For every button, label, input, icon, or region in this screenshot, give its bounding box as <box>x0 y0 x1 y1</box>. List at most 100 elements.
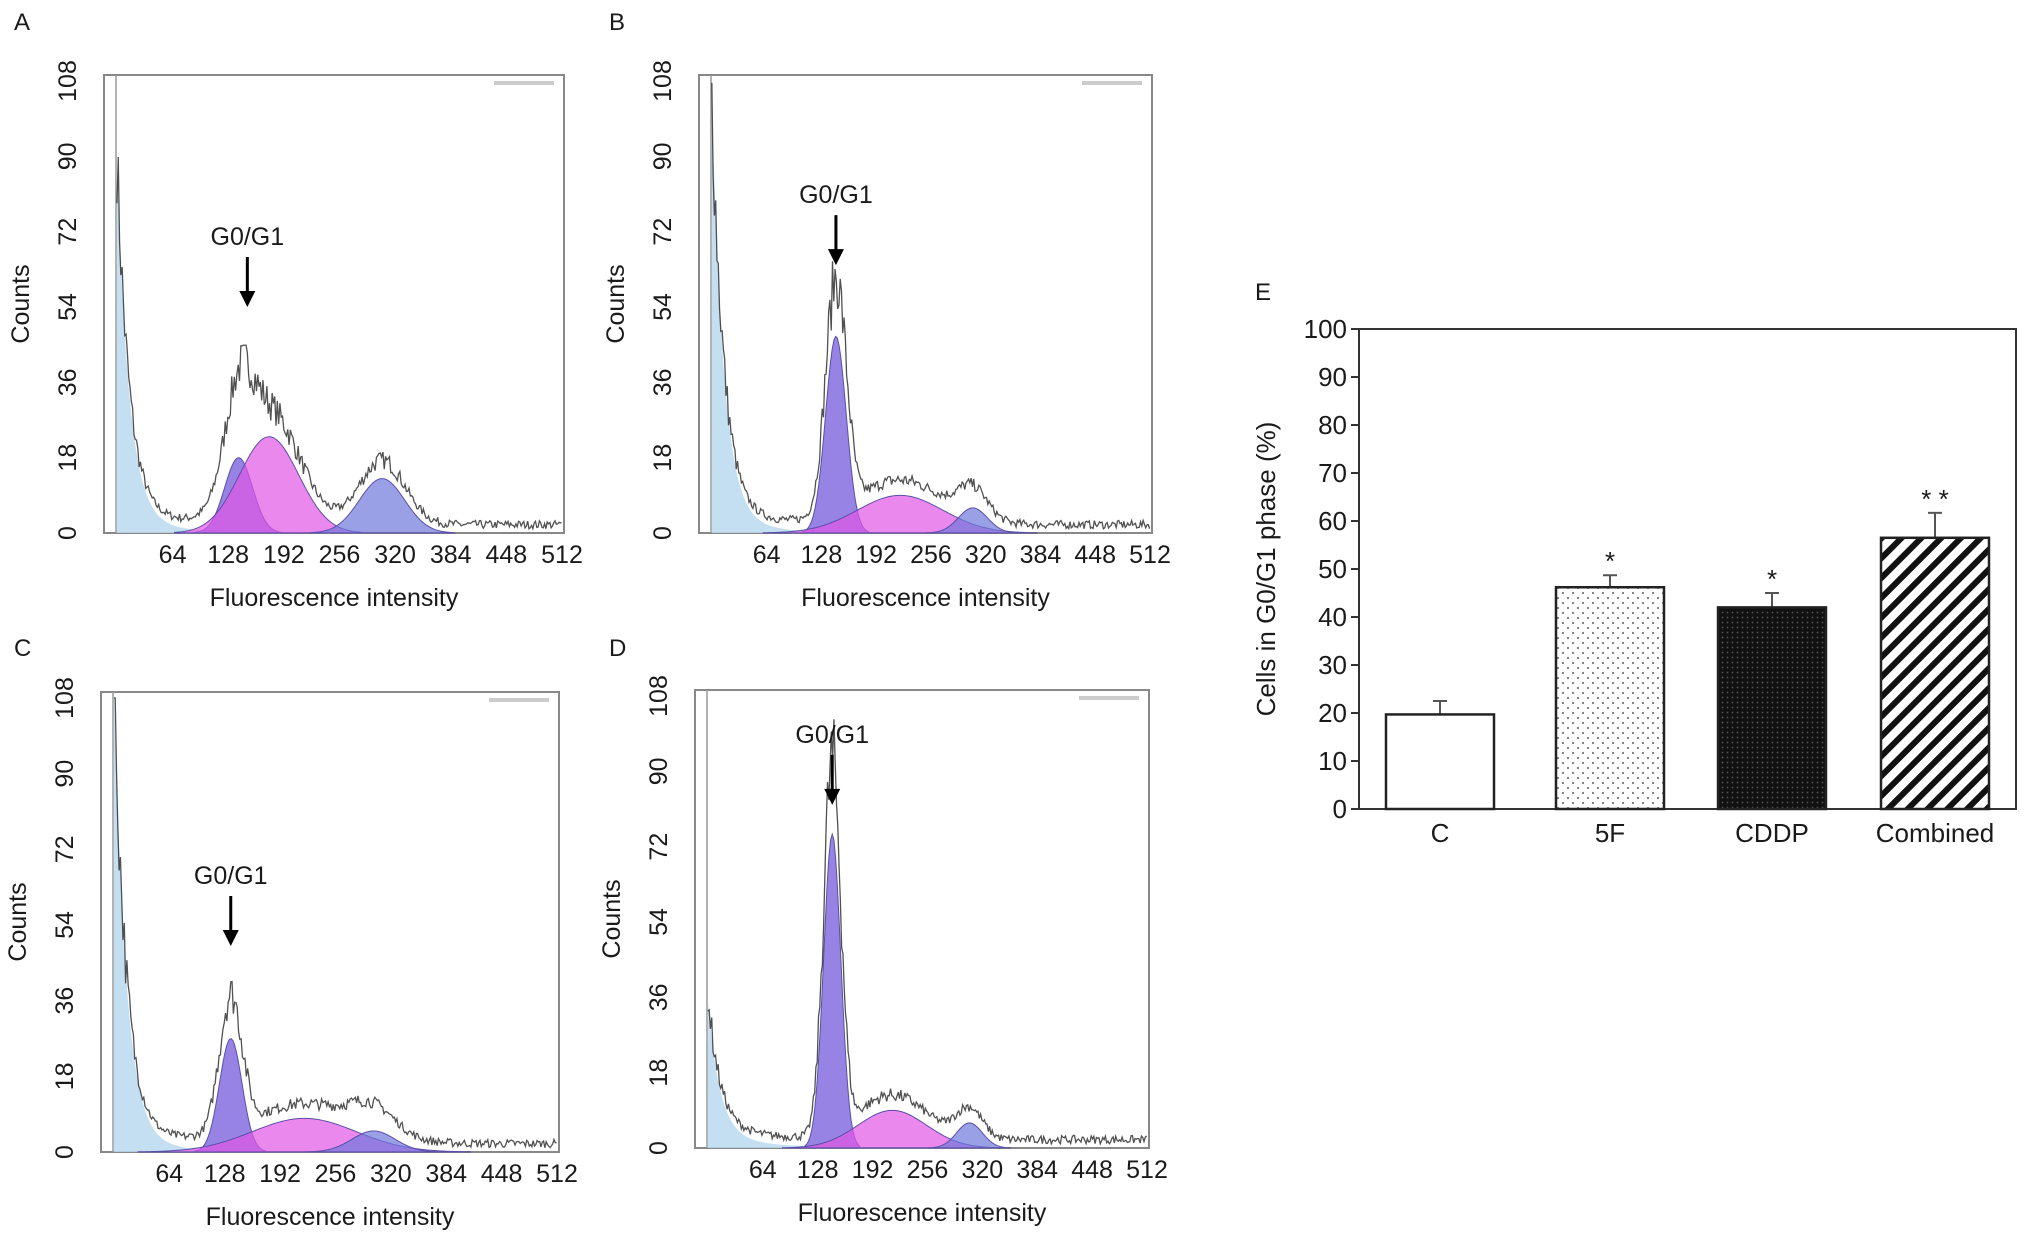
x-tick-label: 384 <box>425 1160 467 1188</box>
y-axis-title: Counts <box>598 879 626 958</box>
panel-label: B <box>609 9 625 36</box>
arrow-head-icon <box>824 788 841 805</box>
y-tick-label: 54 <box>54 293 82 321</box>
y-tick-label: 54 <box>51 911 79 939</box>
bar-5f <box>1554 585 1666 811</box>
x-tick-label: 192 <box>263 541 305 569</box>
x-axis-title: Fluorescence intensity <box>206 1203 455 1231</box>
x-tick-label: CDDP <box>1735 818 1809 848</box>
histogram-trace <box>113 697 557 1149</box>
y-tick-label: 60 <box>1318 506 1347 536</box>
instrument-stamp <box>489 698 549 702</box>
x-axis-title: Fluorescence intensity <box>798 1199 1047 1227</box>
y-tick-label: 108 <box>649 60 677 102</box>
histogram-panel-c: C 0 18 36 54 72 90 108 64 128 192 256 320 384 448 512 Fl… <box>4 635 578 1231</box>
y-tick-label: 108 <box>51 677 79 719</box>
x-tick-label: 320 <box>965 541 1007 569</box>
g0g1-annotation: G0/G1 <box>194 862 268 890</box>
arrow-head-icon <box>827 249 844 266</box>
x-tick-label: 448 <box>481 1160 523 1188</box>
component-area-s <box>173 436 364 534</box>
x-tick-label: 128 <box>207 541 249 569</box>
instrument-stamp <box>494 81 554 85</box>
x-tick-label: C <box>1431 818 1450 848</box>
y-tick-label: 0 <box>645 1141 673 1155</box>
y-tick-label: 40 <box>1318 602 1347 632</box>
x-tick-label: 512 <box>1126 1156 1168 1184</box>
histogram-trace <box>116 156 562 531</box>
debris-area <box>116 164 222 533</box>
arrow-head-icon <box>222 930 239 947</box>
g0g1-annotation: G0/G1 <box>211 223 285 251</box>
plot-frame <box>694 689 1150 1149</box>
x-tick-label: 512 <box>541 541 583 569</box>
y-tick-label: 30 <box>1318 650 1347 680</box>
significance-marker: * * <box>1921 484 1948 514</box>
x-tick-label: 320 <box>374 541 416 569</box>
y-tick-label: 72 <box>51 835 79 863</box>
instrument-stamp <box>1079 696 1139 700</box>
significance-marker: * <box>1767 564 1777 594</box>
y-tick-label: 72 <box>54 218 82 246</box>
x-tick-label: 5F <box>1595 818 1625 848</box>
component-area-g2m <box>927 1122 1012 1149</box>
x-tick-label: 512 <box>536 1160 578 1188</box>
histogram-trace <box>711 82 1151 531</box>
y-tick-label: 100 <box>1304 314 1347 344</box>
plot-frame <box>103 74 565 534</box>
y-tick-label: 90 <box>1318 362 1347 392</box>
y-tick-label: 72 <box>645 833 673 861</box>
bar-c <box>1384 713 1496 811</box>
debris-area <box>711 101 815 533</box>
y-tick-label: 70 <box>1318 458 1347 488</box>
histogram-panel-b: B 0 18 36 54 72 90 108 64 128 192 256 320 384 448 512 Fl… <box>602 9 1171 612</box>
y-tick-label: 50 <box>1318 554 1347 584</box>
plot-frame <box>698 74 1153 534</box>
y-tick-label: 54 <box>649 293 677 321</box>
y-tick-label: 72 <box>649 218 677 246</box>
plot-frame <box>100 691 560 1153</box>
x-tick-label: 192 <box>259 1160 301 1188</box>
y-tick-label: 90 <box>54 142 82 170</box>
y-tick-label: 108 <box>645 675 673 717</box>
panel-label: A <box>14 9 30 36</box>
x-tick-label: Combined <box>1876 818 1995 848</box>
y-tick-label: 0 <box>51 1145 79 1159</box>
y-tick-label: 108 <box>54 60 82 102</box>
y-tick-label: 0 <box>54 526 82 540</box>
x-axis-title: Fluorescence intensity <box>801 584 1050 612</box>
panel-label: C <box>14 635 31 662</box>
y-tick-label: 90 <box>649 142 677 170</box>
x-tick-label: 448 <box>1071 1156 1113 1184</box>
x-tick-label: 64 <box>159 541 187 569</box>
y-tick-label: 0 <box>649 526 677 540</box>
bar-chart-panel-e: E 0 10 20 30 40 50 60 70 80 90 100 Cells in G0/G1 ph… <box>1251 279 2017 848</box>
x-tick-label: 512 <box>1129 541 1171 569</box>
y-tick-label: 18 <box>54 444 82 472</box>
histogram-panel-a: A 0 18 36 54 72 90 108 64 128 192 256 320 384 448 512 Fl… <box>7 9 583 612</box>
x-tick-label: 256 <box>315 1160 357 1188</box>
x-tick-label: 64 <box>749 1156 777 1184</box>
y-tick-label: 36 <box>54 368 82 396</box>
bar-cddp <box>1716 606 1828 811</box>
y-tick-label: 36 <box>649 368 677 396</box>
component-area-g2m <box>303 1130 444 1153</box>
x-tick-label: 64 <box>753 541 781 569</box>
x-tick-label: 64 <box>155 1160 183 1188</box>
x-tick-label: 320 <box>370 1160 412 1188</box>
y-tick-label: 18 <box>51 1062 79 1090</box>
x-tick-label: 384 <box>1016 1156 1058 1184</box>
x-tick-label: 384 <box>1020 541 1062 569</box>
significance-marker: * <box>1605 546 1615 576</box>
g0g1-annotation: G0/G1 <box>795 721 869 749</box>
y-tick-label: 18 <box>645 1059 673 1087</box>
y-tick-label: 10 <box>1318 746 1347 776</box>
y-axis-title: Counts <box>4 882 32 961</box>
component-area-g2m <box>309 478 456 534</box>
component-area-g2m <box>925 507 1020 534</box>
x-tick-label: 448 <box>1074 541 1116 569</box>
debris-area <box>113 685 218 1152</box>
g0g1-annotation: G0/G1 <box>799 181 873 209</box>
x-tick-label: 192 <box>855 541 897 569</box>
